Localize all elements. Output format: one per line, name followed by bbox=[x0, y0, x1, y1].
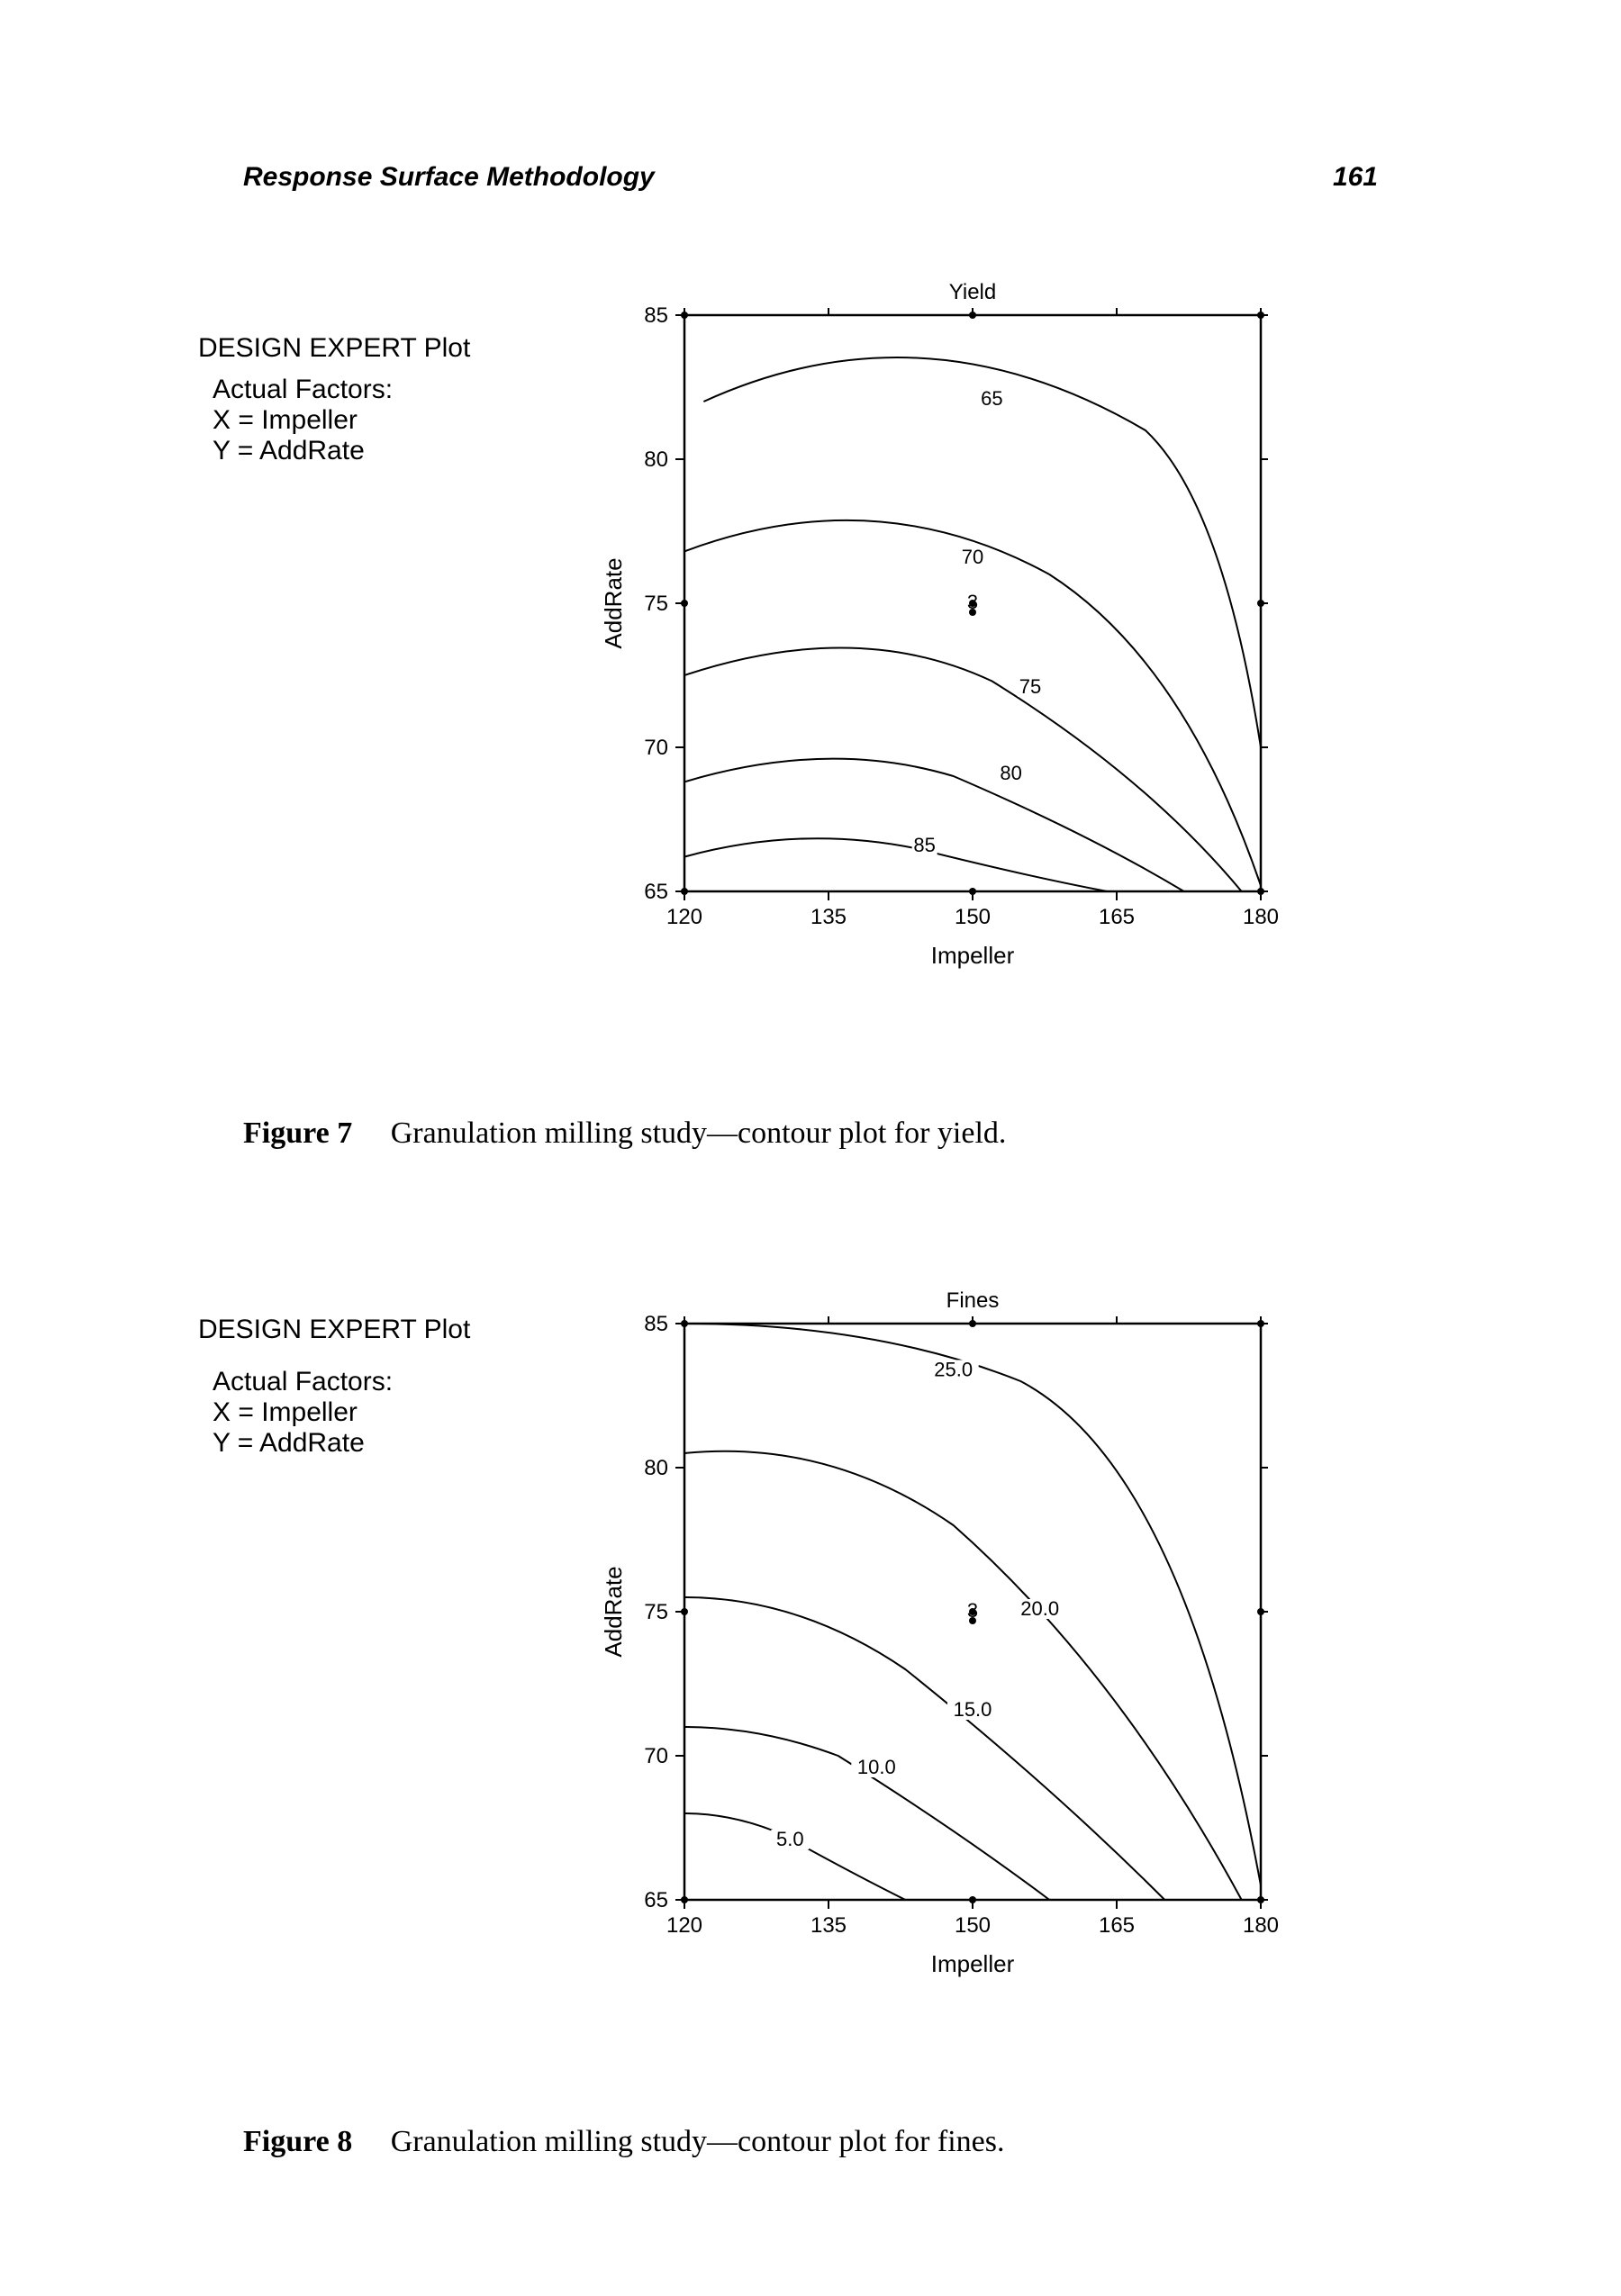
chart-7-svg: Yield 120 135 150 165 180 65 70 75 80 85 Impeller Ad… bbox=[576, 270, 1387, 1008]
figure-7-caption-text: Granulation milling study—contour plot f… bbox=[391, 1116, 1007, 1150]
svg-text:20.0: 20.0 bbox=[1020, 1597, 1059, 1620]
figure-7-caption-label: Figure 7 bbox=[243, 1116, 352, 1150]
figure-8-caption-text: Granulation milling study—contour plot f… bbox=[391, 2125, 1005, 2158]
svg-text:165: 165 bbox=[1099, 905, 1135, 929]
svg-text:AddRate: AddRate bbox=[600, 1566, 627, 1657]
legend-xfactor: X = Impeller bbox=[198, 405, 470, 436]
figure-8-caption: Figure 8 Granulation milling study—conto… bbox=[180, 2125, 1441, 2159]
svg-text:165: 165 bbox=[1099, 1913, 1135, 1938]
legend-yfactor: Y = AddRate bbox=[198, 1428, 470, 1459]
figure-7-plot: DESIGN EXPERT Plot Actual Factors: X = I… bbox=[180, 270, 1441, 1080]
svg-text:180: 180 bbox=[1243, 1913, 1279, 1938]
figure-8-caption-label: Figure 8 bbox=[243, 2125, 352, 2158]
svg-text:AddRate: AddRate bbox=[600, 557, 627, 648]
svg-text:85: 85 bbox=[644, 1312, 668, 1336]
svg-text:80: 80 bbox=[1000, 762, 1021, 784]
figure-8-legend: DESIGN EXPERT Plot Actual Factors: X = I… bbox=[198, 1315, 470, 1459]
svg-text:75: 75 bbox=[644, 1600, 668, 1624]
svg-text:85: 85 bbox=[644, 303, 668, 328]
svg-text:65: 65 bbox=[644, 880, 668, 904]
svg-text:Yield: Yield bbox=[949, 280, 996, 304]
svg-text:120: 120 bbox=[666, 1913, 702, 1938]
figure-7: DESIGN EXPERT Plot Actual Factors: X = I… bbox=[180, 270, 1441, 1151]
legend-subtitle: Actual Factors: bbox=[198, 1367, 470, 1397]
svg-text:Impeller: Impeller bbox=[931, 942, 1015, 969]
figure-8: DESIGN EXPERT Plot Actual Factors: X = I… bbox=[180, 1279, 1441, 2159]
legend-subtitle: Actual Factors: bbox=[198, 375, 470, 405]
svg-text:135: 135 bbox=[810, 1913, 847, 1938]
legend-yfactor: Y = AddRate bbox=[198, 436, 470, 466]
svg-text:150: 150 bbox=[955, 1913, 991, 1938]
svg-text:80: 80 bbox=[644, 1456, 668, 1480]
svg-text:70: 70 bbox=[644, 736, 668, 760]
svg-text:15.0: 15.0 bbox=[954, 1698, 992, 1721]
figure-7-legend: DESIGN EXPERT Plot Actual Factors: X = I… bbox=[198, 333, 470, 466]
svg-text:75: 75 bbox=[1019, 675, 1041, 698]
figure-8-plot: DESIGN EXPERT Plot Actual Factors: X = I… bbox=[180, 1279, 1441, 2089]
figure-7-caption: Figure 7 Granulation milling study—conto… bbox=[180, 1116, 1441, 1151]
legend-xfactor: X = Impeller bbox=[198, 1397, 470, 1428]
header-left: Response Surface Methodology bbox=[243, 162, 655, 193]
svg-text:25.0: 25.0 bbox=[934, 1358, 973, 1380]
legend-title: DESIGN EXPERT Plot bbox=[198, 333, 470, 364]
page-header: Response Surface Methodology 161 bbox=[243, 162, 1378, 193]
svg-text:120: 120 bbox=[666, 905, 702, 929]
svg-text:70: 70 bbox=[644, 1744, 668, 1768]
legend-title: DESIGN EXPERT Plot bbox=[198, 1315, 470, 1345]
svg-text:150: 150 bbox=[955, 905, 991, 929]
svg-text:Fines: Fines bbox=[946, 1288, 1000, 1313]
svg-text:80: 80 bbox=[644, 447, 668, 472]
header-right: 161 bbox=[1333, 162, 1378, 193]
chart-8-svg: Fines 120 135 150 165 180 65 70 75 80 85 Impeller Ad… bbox=[576, 1279, 1387, 2017]
svg-text:Impeller: Impeller bbox=[931, 1950, 1015, 1977]
svg-text:180: 180 bbox=[1243, 905, 1279, 929]
svg-text:65: 65 bbox=[981, 387, 1002, 410]
svg-text:65: 65 bbox=[644, 1888, 668, 1912]
svg-text:10.0: 10.0 bbox=[857, 1756, 896, 1778]
svg-text:5.0: 5.0 bbox=[776, 1828, 804, 1850]
svg-text:70: 70 bbox=[962, 546, 983, 568]
svg-text:85: 85 bbox=[913, 834, 935, 856]
svg-text:75: 75 bbox=[644, 592, 668, 616]
svg-text:135: 135 bbox=[810, 905, 847, 929]
